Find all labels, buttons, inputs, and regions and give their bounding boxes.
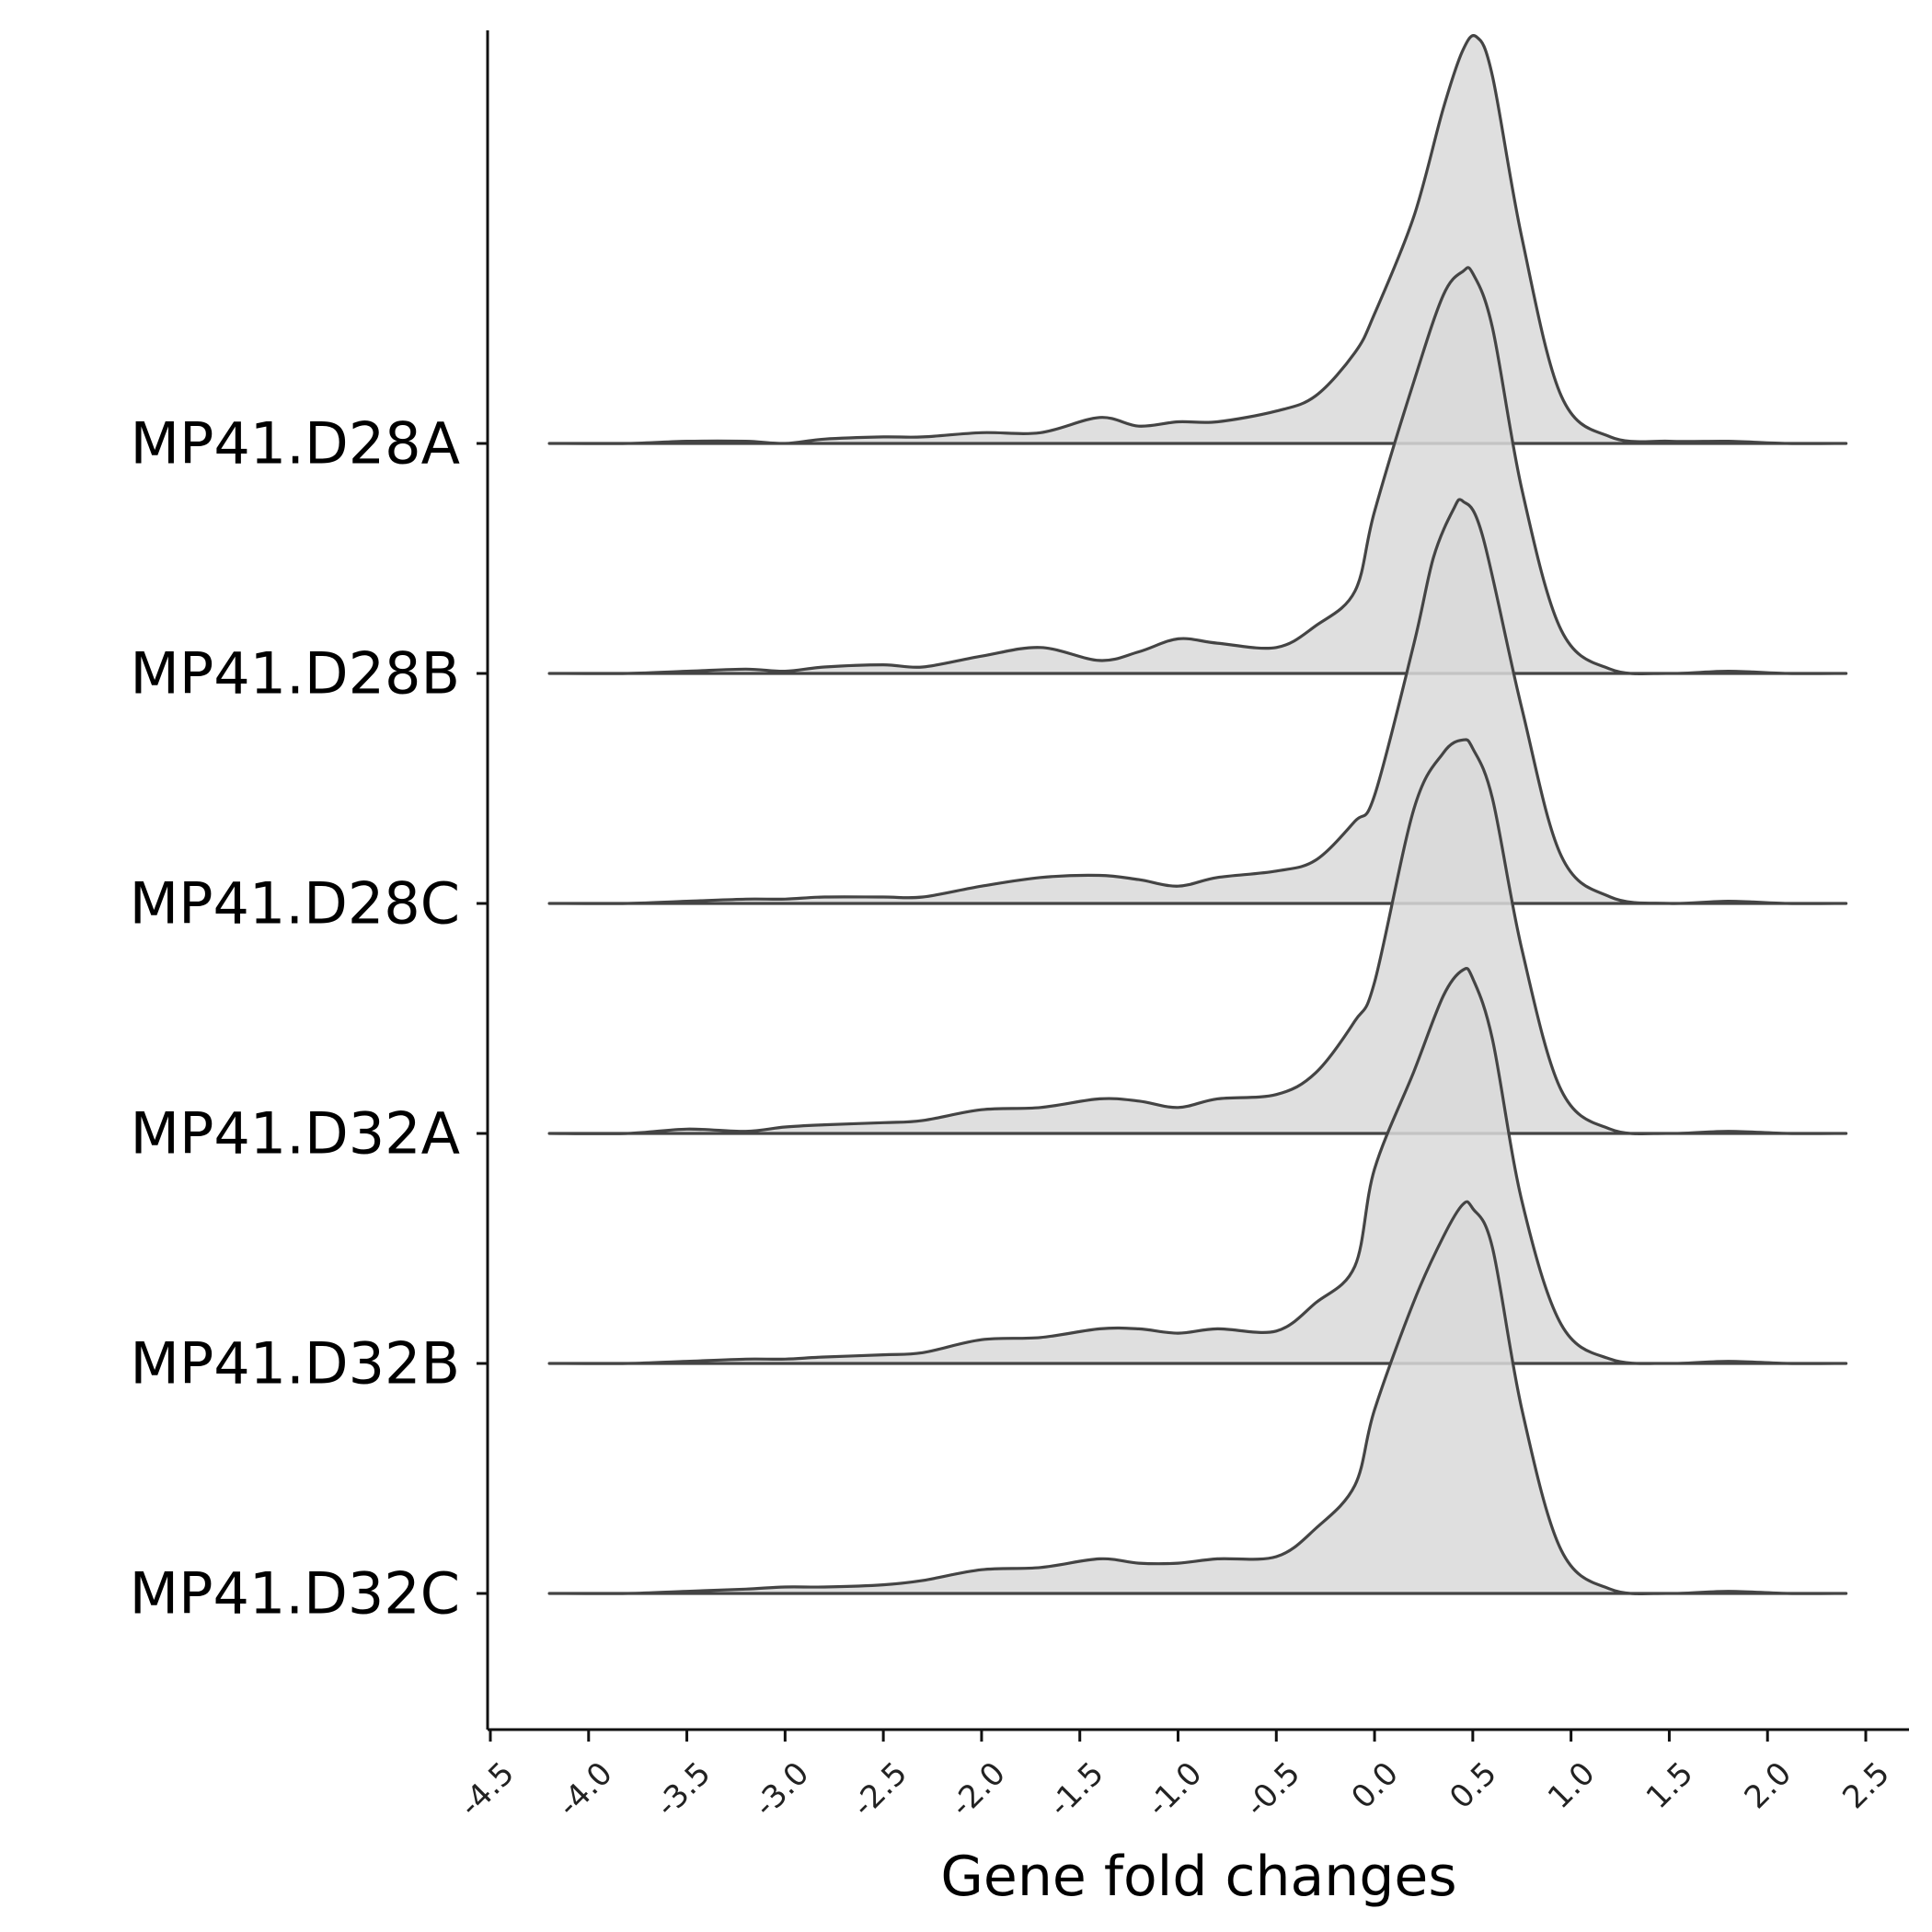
x-axis-title: Gene fold changes bbox=[940, 1845, 1456, 1909]
ridge-layer bbox=[547, 34, 1848, 1596]
y-tick-label: MP41.D28A bbox=[130, 410, 460, 477]
y-tick-label: MP41.D32B bbox=[130, 1330, 460, 1397]
x-tick-label: 1.0 bbox=[1541, 1755, 1603, 1817]
y-tick-label: MP41.D32C bbox=[130, 1560, 460, 1627]
y-tick-label: MP41.D28C bbox=[130, 870, 460, 937]
x-tick-label: -4.5 bbox=[453, 1755, 522, 1824]
x-tick-label: 0.0 bbox=[1344, 1755, 1406, 1817]
ridge-MP41.D28C bbox=[547, 498, 1848, 905]
x-axis: -4.5 -4.0 -3.5 -3.0 -2.5 -2.0 -1.5 -1.0 -0.5 0.0 0… bbox=[453, 1728, 1909, 1824]
x-tick-label: -2.0 bbox=[944, 1755, 1013, 1824]
ridge-MP41.D32B bbox=[547, 967, 1848, 1365]
y-tick-label: MP41.D28B bbox=[130, 640, 460, 707]
x-tick-label: -2.5 bbox=[845, 1755, 914, 1824]
x-tick-label: -3.5 bbox=[649, 1755, 718, 1824]
x-tick-label: -4.0 bbox=[550, 1755, 619, 1824]
x-tick-label: 1.5 bbox=[1639, 1755, 1701, 1817]
x-tick-label: -1.0 bbox=[1140, 1755, 1209, 1824]
ridge-MP41.D32C bbox=[547, 1200, 1848, 1596]
x-tick-label: 2.0 bbox=[1738, 1755, 1800, 1817]
x-tick-label: -0.5 bbox=[1238, 1755, 1307, 1824]
ridge-MP41.D28B bbox=[547, 266, 1848, 676]
x-tick-label: -3.0 bbox=[747, 1755, 816, 1824]
ridge-MP41.D28A bbox=[547, 34, 1848, 445]
x-tick-label: 0.5 bbox=[1443, 1755, 1504, 1817]
x-tick-label: 2.5 bbox=[1835, 1755, 1897, 1817]
ridge-MP41.D32A bbox=[547, 738, 1848, 1136]
x-tick-label: -1.5 bbox=[1041, 1755, 1110, 1824]
y-axis: MP41.D28A MP41.D28B MP41.D28C MP41.D32A MP41… bbox=[130, 30, 489, 1730]
y-tick-label: MP41.D32A bbox=[130, 1100, 460, 1167]
